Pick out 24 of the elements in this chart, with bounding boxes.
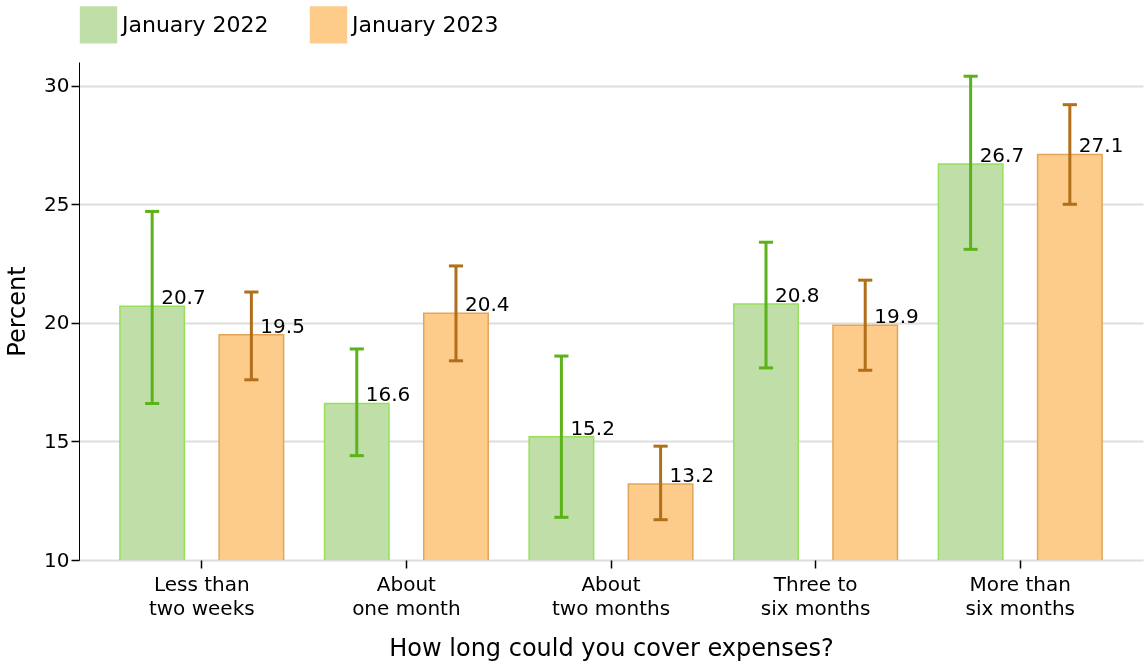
y-tick-label: 30 xyxy=(44,73,70,98)
data-label: 20.7 xyxy=(161,285,206,310)
x-axis-title: How long could you cover expenses? xyxy=(389,633,834,662)
data-label: 20.4 xyxy=(464,292,510,317)
x-tick-label: About two months xyxy=(551,571,671,620)
data-label: 19.5 xyxy=(260,313,305,338)
y-tick-label: 25 xyxy=(44,191,70,216)
y-tick-label: 15 xyxy=(44,428,70,453)
x-tick-label: Three to six months xyxy=(760,571,871,620)
x-tick-label: More than six months xyxy=(965,571,1075,620)
x-tick-label: About one month xyxy=(352,571,461,620)
data-label: 20.8 xyxy=(775,282,820,307)
legend-label: January 2022 xyxy=(120,11,269,37)
data-label: 16.6 xyxy=(365,382,411,407)
data-label: 13.2 xyxy=(669,463,715,488)
data-label: 27.1 xyxy=(1078,133,1124,158)
y-tick-label: 10 xyxy=(44,547,70,572)
legend-label: January 2023 xyxy=(350,11,499,37)
data-label: 15.2 xyxy=(570,415,615,440)
y-tick-label: 20 xyxy=(44,310,70,335)
data-label: 19.9 xyxy=(874,304,919,329)
data-label: 26.7 xyxy=(979,142,1025,167)
y-axis-title: Percent xyxy=(3,266,32,357)
x-tick-label: Less than two weeks xyxy=(148,571,255,620)
